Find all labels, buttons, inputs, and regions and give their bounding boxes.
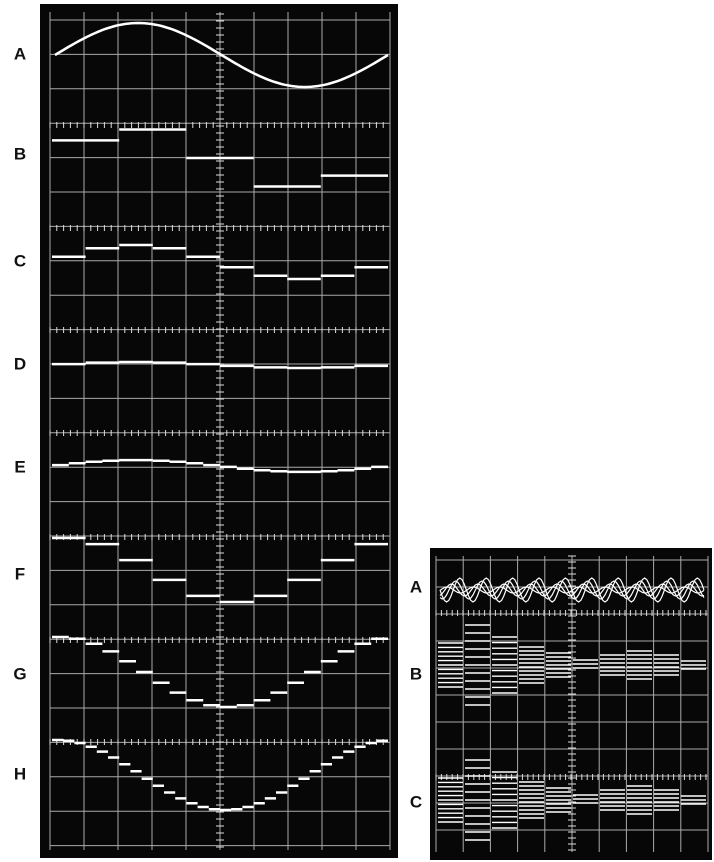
trace-label: C <box>14 251 26 270</box>
waveform <box>54 21 389 89</box>
trace-label: G <box>13 664 26 683</box>
stepped-waveform <box>438 624 706 706</box>
stepped-waveform <box>52 738 388 812</box>
labels: A B C D E F G H A B C <box>13 44 422 811</box>
trace-label: F <box>15 564 25 583</box>
trace-label: C <box>410 792 422 811</box>
stepped-waveform <box>52 635 388 709</box>
trace-label: E <box>14 457 25 476</box>
trace-label: A <box>14 44 26 63</box>
trace-label: B <box>14 144 26 163</box>
left-screen <box>40 4 398 858</box>
right-screen <box>430 548 712 860</box>
stepped-waveform <box>52 536 388 604</box>
trace-label: A <box>410 577 422 596</box>
trace-label: H <box>14 764 26 783</box>
stepped-waveform <box>52 458 388 474</box>
trace-label: D <box>14 354 26 373</box>
stepped-waveform <box>52 243 388 281</box>
traces <box>52 21 706 841</box>
stepped-waveform <box>52 360 388 370</box>
waveform <box>439 577 705 603</box>
trace-label: B <box>410 664 422 683</box>
stepped-waveform <box>438 759 706 841</box>
stepped-waveform <box>52 128 388 188</box>
